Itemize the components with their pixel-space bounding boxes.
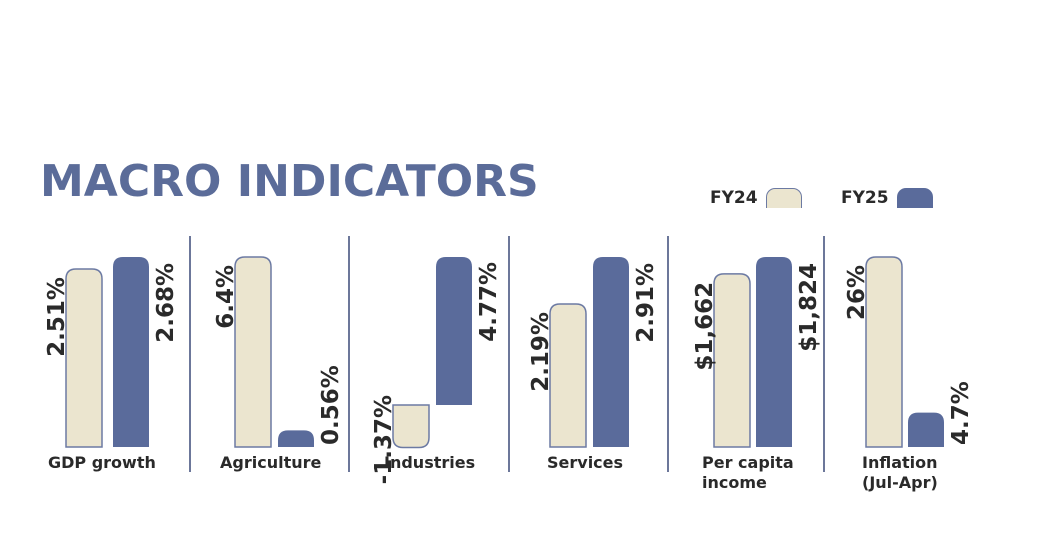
legend-item-fy25: FY25 bbox=[841, 186, 933, 210]
legend-swatch-fy24 bbox=[765, 188, 802, 208]
value-label-fy24-4: $1,662 bbox=[692, 282, 718, 371]
value-label-fy24-5: 26% bbox=[844, 265, 870, 320]
category-label: Inflation bbox=[862, 453, 938, 472]
legend-item-fy24: FY24 bbox=[710, 186, 802, 210]
bar-fy25-4 bbox=[756, 257, 792, 447]
value-label-fy24-2: -1.37% bbox=[371, 395, 397, 484]
bar-fy24-2 bbox=[392, 404, 430, 449]
category-label: income bbox=[702, 473, 767, 492]
bar-fy24-4 bbox=[713, 273, 751, 448]
value-label-fy24-3: 2.19% bbox=[528, 312, 554, 392]
value-label-fy25-1: 0.56% bbox=[318, 365, 344, 445]
category-label: Per capita bbox=[702, 453, 794, 472]
bar-fy24-0 bbox=[65, 268, 103, 448]
value-label-fy25-5: 4.7% bbox=[948, 381, 974, 445]
legend-swatch-fy25 bbox=[896, 188, 933, 208]
category-label: Industries bbox=[384, 453, 475, 472]
bar-fy24-5 bbox=[865, 256, 903, 448]
value-label-fy25-0: 2.68% bbox=[153, 263, 179, 343]
value-label-fy25-3: 2.91% bbox=[633, 263, 659, 343]
value-label-fy25-4: $1,824 bbox=[796, 263, 822, 352]
value-label-fy25-2: 4.77% bbox=[476, 262, 502, 342]
category-label: Agriculture bbox=[220, 453, 322, 472]
value-label-fy24-1: 6.4% bbox=[213, 265, 239, 329]
category-label: (Jul-Apr) bbox=[862, 473, 938, 492]
bar-fy25-0 bbox=[113, 257, 149, 447]
legend-label-fy24: FY24 bbox=[710, 188, 758, 208]
legend-label-fy25: FY25 bbox=[841, 188, 889, 208]
bar-fy25-5 bbox=[908, 412, 944, 447]
bar-fy25-2 bbox=[436, 257, 472, 405]
bar-fy25-1 bbox=[278, 430, 314, 447]
chart-title: MACRO INDICATORS bbox=[40, 156, 539, 207]
bar-fy24-3 bbox=[549, 303, 587, 448]
bar-fy25-3 bbox=[593, 257, 629, 447]
category-label: GDP growth bbox=[48, 453, 156, 472]
bar-fy24-1 bbox=[234, 256, 272, 448]
value-label-fy24-0: 2.51% bbox=[44, 277, 70, 357]
category-label: Services bbox=[547, 453, 623, 472]
